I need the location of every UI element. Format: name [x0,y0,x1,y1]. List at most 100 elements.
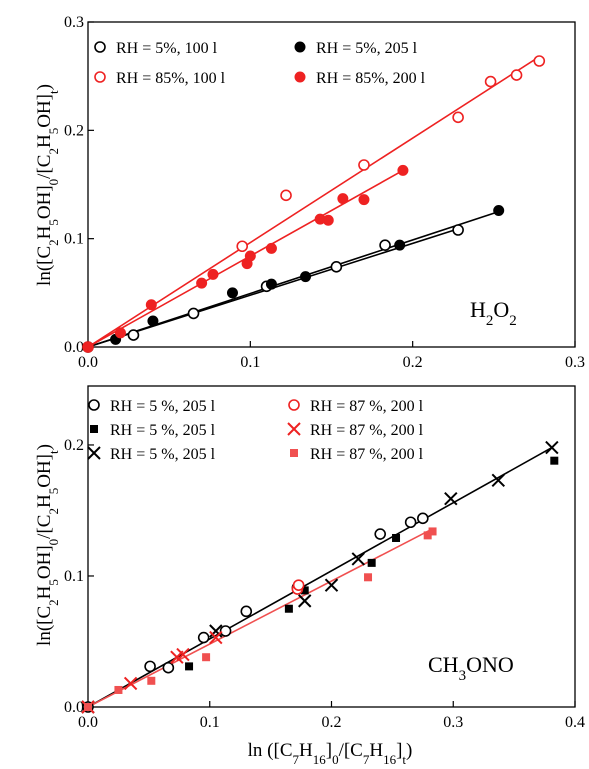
x-tick-label: 0.4 [565,714,585,731]
data-point [82,341,94,353]
chart-1: 0.0 0.1 0.2 0.30.00.10.20.3RH = 5%, 100 l RH… [34,14,585,371]
y-tick-label: 0.1 [64,231,84,248]
legend-marker [87,446,101,460]
data-point [491,473,506,488]
y-tick-label: 0.1 [64,568,84,585]
data-point [240,605,253,618]
data-point [428,527,437,536]
data-point [147,315,159,327]
data-point [147,676,156,685]
data-point [236,240,249,253]
data-point [351,552,365,566]
data-point [187,307,200,320]
data-point [197,631,210,644]
y-tick-label: 0.2 [64,122,84,139]
data-point [337,193,349,205]
y-tick-label: 0.0 [64,699,84,716]
data-point [452,111,464,124]
data-point [114,685,123,694]
data-point [358,194,370,206]
data-point [392,533,401,542]
data-point [367,558,376,567]
legend-marker [290,449,298,457]
data-point [84,703,92,711]
data-point [358,159,370,171]
data-point [300,586,309,595]
series-4 [291,579,305,595]
data-point [423,531,432,540]
data-point [196,277,208,289]
data-point [292,579,305,591]
legend-label: RH = 85%, 200 l [316,70,426,87]
data-point [397,164,409,176]
data-point [123,676,138,691]
series-4 [82,164,409,353]
series-6 [84,527,437,711]
data-point [493,205,505,216]
y-tick-label: 0.3 [64,14,84,31]
legend-label: RH = 5 %, 205 l [110,398,216,415]
legend-marker [294,41,306,53]
legend-marker [94,71,106,83]
data-point [207,268,219,280]
legend-marker [294,71,306,83]
legend-label: RH = 87 %, 200 l [310,446,424,463]
series-2 [82,205,505,353]
data-point [284,604,293,613]
x-tick-label: 0.0 [78,354,98,371]
legend-label: RH = 87 %, 200 l [310,422,424,439]
y-axis-label: ln([C2H5OH]0/[C2H5OH]t) [34,444,61,646]
legend: RH = 5%, 100 l RH = 5%, 205 l RH = 85%, 10… [94,40,426,87]
legend-label: RH = 87 %, 200 l [310,398,424,415]
data-point [379,239,391,251]
data-point [280,189,292,202]
fit-line [87,528,433,708]
data-point [265,242,277,254]
x-tick-label: 0.2 [403,354,423,371]
data-point [202,653,211,662]
data-point [545,440,559,455]
data-point [162,661,175,674]
data-point [404,516,417,529]
data-point [298,594,312,608]
x-tick-label: 0.1 [200,714,220,731]
species-annotation: H2O2 [470,297,517,329]
data-point [330,261,343,273]
legend-label: RH = 5%, 205 l [316,40,418,57]
y-tick-label: 0.2 [64,437,84,454]
data-point [322,214,334,226]
data-point [394,239,406,251]
species-annotation: CH3ONO [428,652,514,684]
legend-marker [88,399,100,411]
data-point [452,224,464,236]
legend-label: RH = 85%, 100 l [116,70,226,87]
data-point [374,528,387,540]
data-point [127,329,140,341]
data-point [244,250,256,262]
data-point [219,625,232,637]
fit-line [87,55,540,348]
data-point [484,75,497,88]
y-axis-label: ln([C2H5OH]0/[C2H5OH]t) [34,84,61,286]
data-point [226,287,238,299]
x-tick-label: 0.0 [78,714,98,731]
data-point [533,55,546,67]
x-tick-label: 0.2 [322,714,342,731]
data-point [444,491,458,506]
y-tick-label: 0.0 [64,339,84,356]
data-point [510,69,523,81]
data-point [209,630,223,645]
data-point [114,327,126,339]
legend-label: RH = 5 %, 205 l [110,446,216,463]
data-point [550,456,559,465]
legend: RH = 5 %, 205 l RH = 5 %, 205 l RH = 5 %, … [87,398,424,463]
x-tick-label: 0.3 [565,354,585,371]
data-point [185,662,194,671]
legend-marker [287,422,301,436]
data-point [364,573,373,582]
x-tick-label: 0.3 [443,714,463,731]
chart-2: 0.0 0.1 0.2 0.3 0.4 0.0 0.1 0.2 RH = 5 %, 205 l R… [34,385,585,767]
plot-frame [87,21,576,348]
data-point [300,271,312,283]
